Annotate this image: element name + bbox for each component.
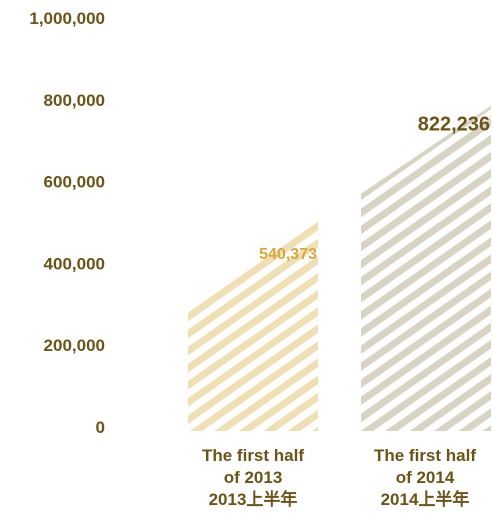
- y-tick-label: 1,000,000: [29, 9, 105, 28]
- y-tick-label: 600,000: [44, 173, 105, 192]
- category-label-2014: The first half of 2014 2014上半年: [373, 446, 476, 509]
- value-label-0: 540,373: [259, 246, 317, 263]
- value-label-1: 822,236: [418, 114, 490, 136]
- y-tick-label: 800,000: [44, 91, 105, 110]
- bar-0: [188, 220, 318, 431]
- bars: [188, 105, 491, 431]
- y-axis-ticks: 0 200,000 400,000 600,000 800,000 1,000,000: [29, 9, 105, 437]
- value-labels: 540,373 822,236: [259, 114, 490, 263]
- y-tick-label: 200,000: [44, 336, 105, 355]
- category-label-2013: The first half of 2013 2013上半年: [201, 446, 304, 509]
- y-tick-label: 400,000: [44, 254, 105, 273]
- bar-1: [361, 105, 491, 431]
- y-tick-label: 0: [96, 418, 105, 437]
